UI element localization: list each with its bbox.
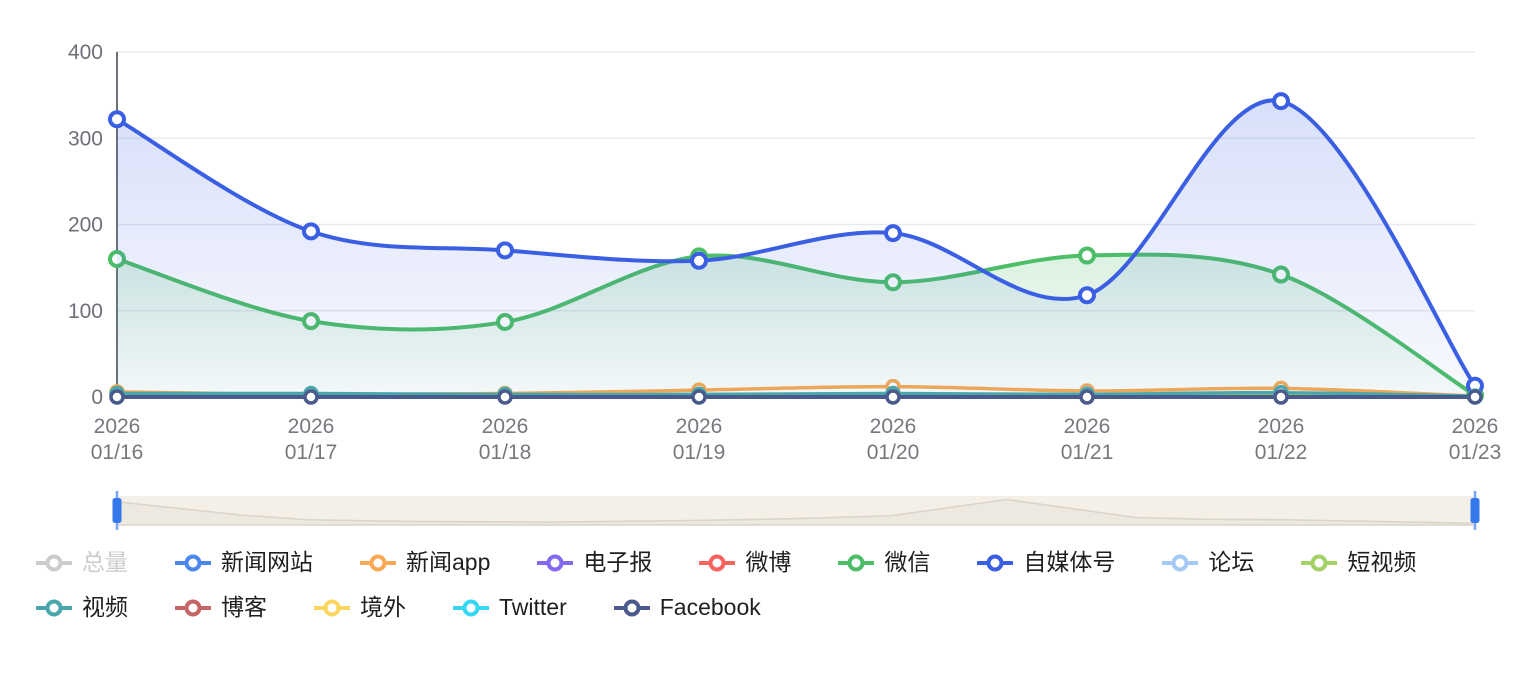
legend-series-icon [699, 554, 736, 571]
legend-item-Twitter[interactable]: Twitter [453, 596, 567, 619]
data-point-marker[interactable] [690, 251, 708, 270]
legend-item-电子报[interactable]: 电子报 [537, 551, 652, 574]
legend-label: Facebook [659, 594, 761, 620]
data-point-marker[interactable] [497, 389, 513, 405]
legend-label: 微信 [884, 549, 931, 575]
data-point-marker[interactable] [109, 389, 125, 405]
series-area [117, 100, 1475, 397]
legend-label: 新闻app [406, 549, 491, 575]
legend-label: 境外 [360, 594, 406, 620]
legend-label: Twitter [499, 594, 567, 620]
legend-row-1: 总量 新闻网站 新闻app 电子报 微博 微信 自媒体号 论坛 短视频 [36, 551, 1525, 574]
legend-item-新闻app[interactable]: 新闻app [360, 551, 490, 574]
legend-label: 论坛 [1208, 549, 1255, 575]
legend-series-icon [360, 554, 396, 571]
x-axis-tick-label: 2026 01/17 [285, 415, 338, 464]
legend-series-icon [838, 554, 875, 571]
series-自媒体号[interactable] [108, 92, 1484, 397]
y-axis-tick-label: 0 [91, 386, 103, 409]
legend-series-icon [537, 554, 574, 571]
legend-label: 总量 [82, 549, 128, 575]
legend-series-icon [36, 554, 72, 571]
legend-item-Facebook[interactable]: Facebook [613, 594, 761, 620]
x-axis-tick-label: 2026 01/18 [479, 415, 532, 464]
data-point-marker[interactable] [303, 389, 319, 405]
x-axis-tick-label: 2026 01/16 [91, 415, 144, 464]
data-point-marker[interactable] [1272, 92, 1290, 111]
legend-item-论坛[interactable]: 论坛 [1162, 551, 1254, 574]
legend-item-微博[interactable]: 微博 [699, 551, 791, 574]
x-axis-tick-label: 2026 01/22 [1255, 415, 1308, 464]
y-axis-tick-label: 200 [68, 214, 103, 237]
x-axis-tick-label: 2026 01/19 [673, 415, 726, 464]
legend-series-icon [453, 599, 489, 616]
legend-series-icon [1301, 554, 1338, 571]
legend-series-icon [1162, 554, 1199, 571]
chart-legend: 总量 新闻网站 新闻app 电子报 微博 微信 自媒体号 论坛 短视频视频 博客 境外 Twitter… [36, 551, 1525, 619]
data-point-marker[interactable] [1078, 286, 1096, 305]
data-point-marker[interactable] [1078, 246, 1096, 265]
data-point-marker[interactable] [496, 241, 514, 260]
data-point-marker[interactable] [108, 110, 126, 129]
y-axis-tick-label: 300 [68, 127, 103, 150]
legend-item-视频[interactable]: 视频 [36, 596, 128, 619]
legend-row-2: 视频 博客 境外 Twitter Facebook [36, 596, 1525, 619]
legend-item-新闻网站[interactable]: 新闻网站 [175, 551, 313, 574]
legend-label: 短视频 [1347, 549, 1417, 575]
legend-item-境外[interactable]: 境外 [314, 596, 406, 619]
legend-series-icon [613, 599, 650, 616]
datazoom-handle-left[interactable] [112, 498, 122, 523]
legend-item-博客[interactable]: 博客 [175, 596, 267, 619]
data-point-marker[interactable] [1079, 389, 1095, 405]
series-line[interactable] [115, 390, 1477, 398]
y-axis-tick-label: 400 [68, 41, 103, 64]
datazoom-handle-right[interactable] [1470, 498, 1480, 523]
data-point-marker[interactable] [691, 389, 707, 405]
x-axis-tick-label: 2026 01/21 [1061, 415, 1114, 464]
legend-item-自媒体号[interactable]: 自媒体号 [977, 551, 1115, 574]
legend-series-icon [977, 554, 1014, 571]
legend-label: 视频 [82, 594, 128, 620]
legend-series-icon [314, 599, 350, 616]
x-axis-labels: 2026 01/16 2026 01/17 2026 01/18 2026 01/19 2026… [91, 415, 1502, 464]
y-axis-tick-label: 100 [68, 300, 103, 323]
legend-item-短视频[interactable]: 短视频 [1301, 551, 1416, 574]
x-axis-tick-label: 2026 01/20 [867, 415, 920, 464]
legend-series-icon [175, 554, 211, 571]
data-point-marker[interactable] [885, 389, 901, 405]
series-Facebook[interactable] [109, 389, 1483, 405]
legend-series-icon [36, 599, 72, 616]
legend-item-微信[interactable]: 微信 [838, 551, 930, 574]
legend-label: 自媒体号 [1023, 549, 1116, 575]
line-chart: 0 100 200 300 400 2026 01/16 2026 01/17 2026 01/18… [68, 41, 1502, 530]
data-point-marker[interactable] [302, 222, 320, 241]
legend-series-icon [175, 599, 211, 616]
x-axis-tick-label: 2026 01/23 [1449, 415, 1502, 464]
legend-label: 博客 [221, 594, 267, 620]
datazoom-slider[interactable] [112, 491, 1480, 530]
data-point-marker[interactable] [1273, 389, 1289, 405]
legend-item-总量[interactable]: 总量 [36, 551, 128, 574]
data-point-marker[interactable] [1467, 389, 1483, 405]
legend-label: 电子报 [583, 549, 653, 575]
data-point-marker[interactable] [884, 224, 902, 243]
legend-label: 微博 [745, 549, 792, 575]
legend-label: 新闻网站 [221, 549, 313, 575]
